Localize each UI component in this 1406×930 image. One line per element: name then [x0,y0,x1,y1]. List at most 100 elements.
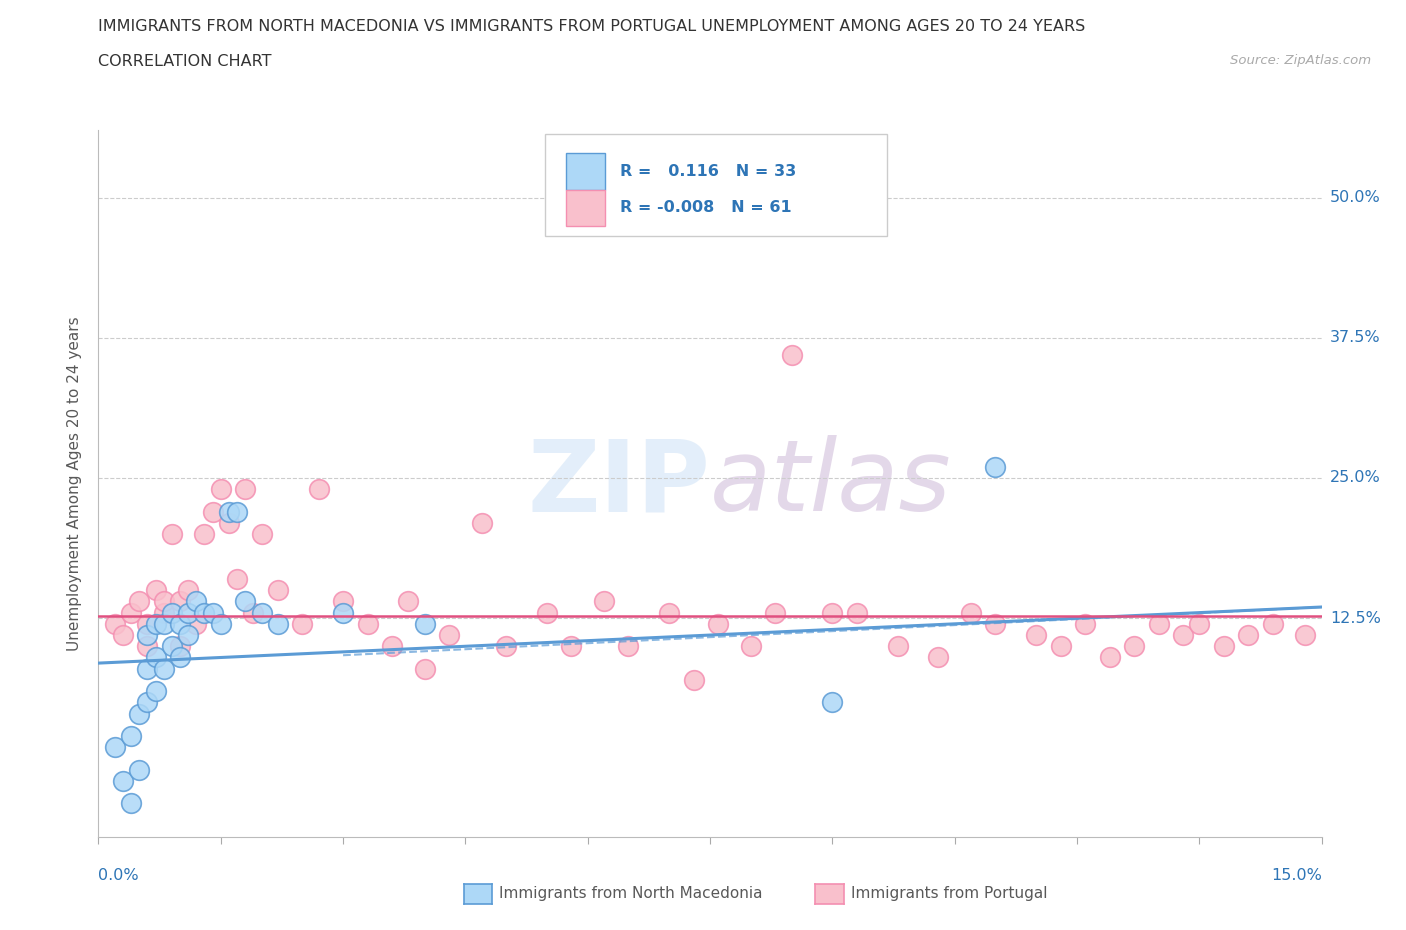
FancyBboxPatch shape [565,190,605,226]
Point [707,617,730,631]
Point [177,605,200,620]
Point [128,763,150,777]
Point [332,594,354,609]
Point [120,728,142,743]
Point [152,661,174,676]
Text: Immigrants from North Macedonia: Immigrants from North Macedonia [499,886,762,901]
Point [886,639,908,654]
Text: IMMIGRANTS FROM NORTH MACEDONIA VS IMMIGRANTS FROM PORTUGAL UNEMPLOYMENT AMONG A: IMMIGRANTS FROM NORTH MACEDONIA VS IMMIG… [98,19,1085,33]
Text: Source: ZipAtlas.com: Source: ZipAtlas.com [1230,54,1371,67]
FancyBboxPatch shape [546,134,887,236]
Point [1049,639,1071,654]
Point [1147,617,1170,631]
Text: ZIP: ZIP [527,435,710,532]
Point [160,526,183,541]
Point [226,504,249,519]
Point [593,594,616,609]
Point [152,617,174,631]
Point [332,605,354,620]
FancyBboxPatch shape [565,153,605,190]
Point [169,650,191,665]
Point [177,628,200,643]
Text: atlas: atlas [710,435,952,532]
Point [658,605,681,620]
Point [267,617,290,631]
Point [218,515,240,530]
Point [682,672,704,687]
Point [356,617,378,631]
Point [1294,628,1316,643]
Point [1171,628,1194,643]
Point [242,605,264,620]
Point [193,526,215,541]
Point [136,628,159,643]
Point [120,605,142,620]
Point [1237,628,1260,643]
Text: 12.5%: 12.5% [1330,611,1381,626]
Point [617,639,640,654]
Point [145,583,167,598]
Point [267,583,290,598]
Point [960,605,983,620]
Point [111,774,134,789]
Text: 37.5%: 37.5% [1330,330,1381,345]
Point [169,617,191,631]
Point [169,594,191,609]
Point [413,661,436,676]
Point [1098,650,1121,665]
Point [136,661,159,676]
Text: 25.0%: 25.0% [1330,471,1381,485]
Point [396,594,419,609]
Point [821,605,844,620]
Point [233,594,256,609]
Point [160,605,183,620]
Point [201,605,224,620]
Point [291,617,314,631]
Point [152,594,174,609]
Point [160,639,183,654]
Point [250,526,273,541]
Point [218,504,240,519]
Point [1261,617,1284,631]
Y-axis label: Unemployment Among Ages 20 to 24 years: Unemployment Among Ages 20 to 24 years [67,316,83,651]
Point [233,482,256,497]
Point [145,650,167,665]
Point [209,617,232,631]
Point [780,347,803,362]
Point [136,695,159,710]
Point [845,605,868,620]
Text: CORRELATION CHART: CORRELATION CHART [98,54,271,69]
Point [145,617,167,631]
Point [128,706,150,721]
Point [1212,639,1234,654]
Point [560,639,582,654]
Point [186,594,208,609]
Point [984,617,1007,631]
Point [145,684,167,698]
Point [381,639,404,654]
Point [177,583,200,598]
Point [1123,639,1146,654]
Point [120,796,142,811]
Point [201,504,224,519]
Point [128,594,150,609]
Point [250,605,273,620]
Point [1188,617,1211,631]
Point [471,515,494,530]
Point [740,639,762,654]
Point [984,459,1007,474]
Point [104,617,127,631]
Point [437,628,460,643]
Point [186,617,208,631]
Point [169,639,191,654]
Point [1074,617,1097,631]
Point [104,739,127,754]
Text: 15.0%: 15.0% [1271,868,1322,883]
Point [209,482,232,497]
Text: 50.0%: 50.0% [1330,190,1381,205]
Point [193,605,215,620]
Point [136,617,159,631]
Point [1025,628,1047,643]
Text: R = -0.008   N = 61: R = -0.008 N = 61 [620,200,792,216]
Text: R =   0.116   N = 33: R = 0.116 N = 33 [620,164,796,179]
